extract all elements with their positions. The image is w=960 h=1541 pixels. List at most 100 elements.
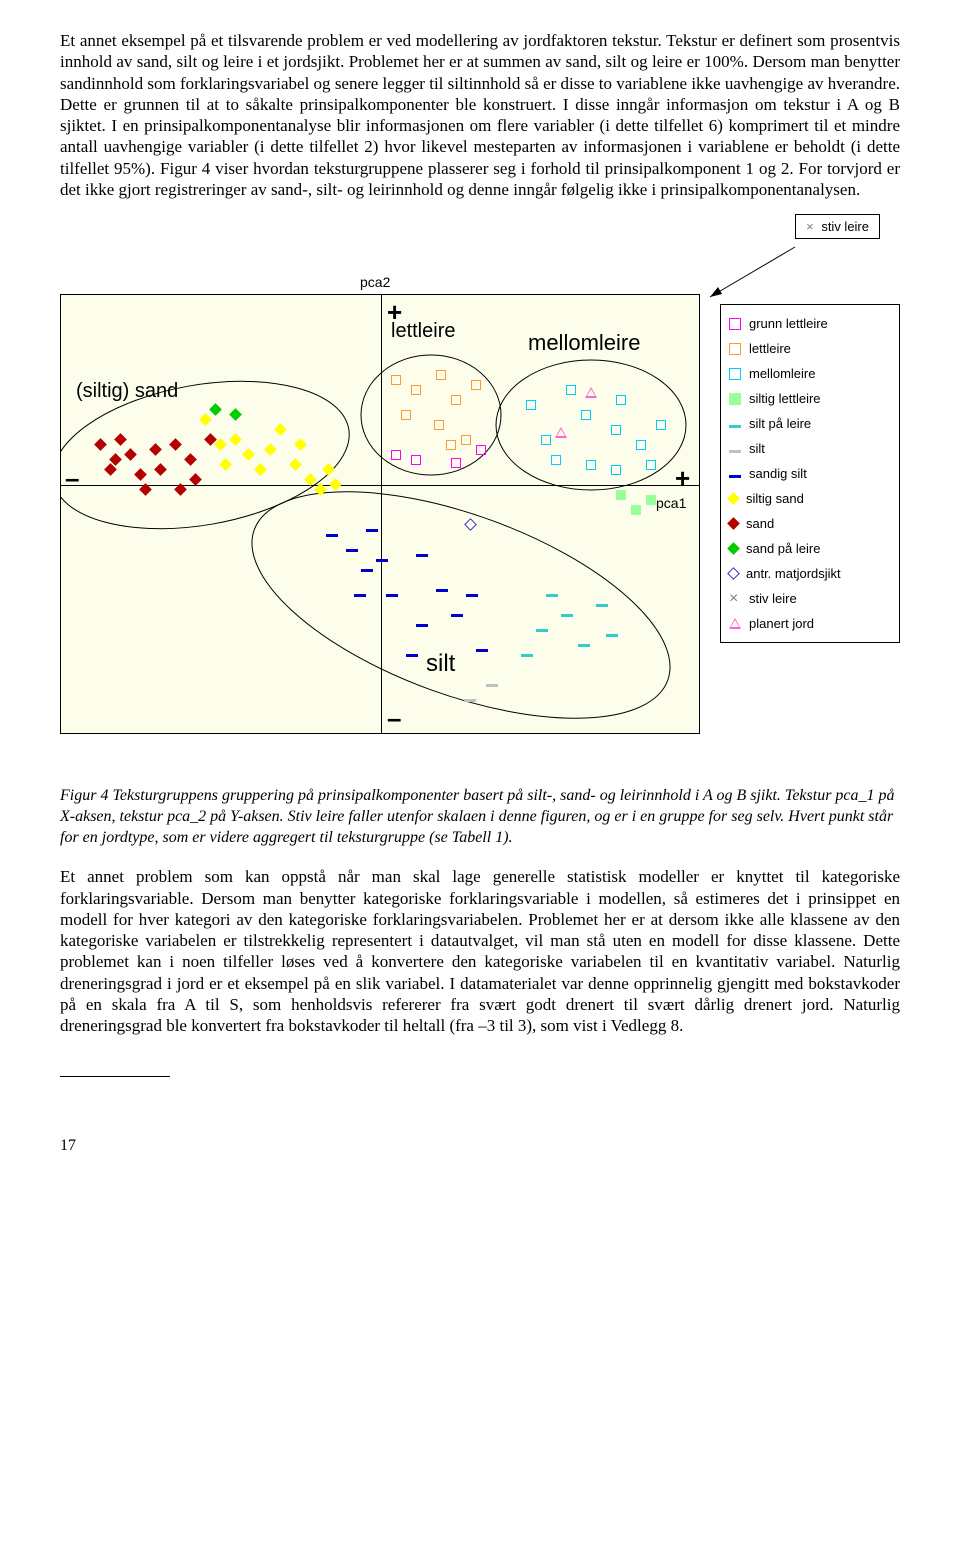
legend-item: mellomleire [729,361,891,386]
data-point [411,385,421,395]
data-point [551,455,561,465]
legend-label: silt på leire [749,416,811,431]
data-point [521,654,533,657]
data-point [401,410,411,420]
legend-swatch [729,368,741,380]
legend-swatch [727,517,740,530]
legend-swatch [729,450,741,453]
legend-label: stiv leire [749,591,797,606]
data-point [586,460,596,470]
data-point [486,684,498,687]
legend-item: siltig lettleire [729,386,891,411]
scatter-plot: + – + – pca1 (siltig) sand lettleire mel… [60,294,700,734]
data-point [391,450,401,460]
callout-stiv-leire: × stiv leire [795,214,880,239]
legend-swatch [729,425,741,428]
legend-item: sand [729,511,891,536]
data-point [616,490,626,500]
callout-arrow [700,242,800,302]
legend-item: siltig sand [729,486,891,511]
group-label-sand: (siltig) sand [76,380,178,403]
data-point [466,594,478,597]
data-point [326,534,338,537]
data-point [434,420,444,430]
legend-item: sandig silt [729,461,891,486]
data-point [546,594,558,597]
legend-item: sand på leire [729,536,891,561]
footnote-rule [60,1076,170,1077]
legend-label: antr. matjordsjikt [746,566,841,581]
data-point [451,614,463,617]
data-point [636,440,646,450]
data-point [566,385,576,395]
data-point [631,505,641,515]
legend-label: mellomleire [749,366,815,381]
paragraph-1: Et annet eksempel på et tilsvarende prob… [60,30,900,200]
legend-item: silt på leire [729,411,891,436]
legend-label: lettleire [749,341,791,356]
data-point [416,624,428,627]
data-point [611,425,621,435]
axis-label-pca2: pca2 [360,274,390,290]
data-point [391,375,401,385]
legend-label: siltig lettleire [749,391,821,406]
paragraph-2: Et annet problem som kan oppstå når man … [60,866,900,1036]
group-label-mellomleire: mellomleire [528,330,640,356]
legend: grunn lettleire lettleire mellomleire silti… [720,304,900,643]
data-point [376,559,388,562]
data-point [346,549,358,552]
data-point [406,654,418,657]
data-point [411,455,421,465]
data-point [581,410,591,420]
data-point [354,594,366,597]
data-point [646,460,656,470]
legend-item: lettleire [729,336,891,361]
data-point [561,614,573,617]
legend-swatch [729,318,741,330]
legend-label: sandig silt [749,466,807,481]
legend-label: planert jord [749,616,814,631]
data-point [476,649,488,652]
legend-swatch [729,475,741,478]
legend-item: × stiv leire [729,586,891,611]
data-point [461,435,471,445]
legend-item: planert jord [729,611,891,636]
data-point [526,400,536,410]
data-point [476,445,486,455]
legend-swatch [729,343,741,355]
figure-4: × stiv leire pca2 + – + – pca1 (siltig) … [60,214,900,774]
legend-label: silt [749,441,765,456]
data-point [536,629,548,632]
data-point [578,644,590,647]
legend-label: siltig sand [746,491,804,506]
legend-item: grunn lettleire [729,311,891,336]
legend-item: antr. matjordsjikt [729,561,891,586]
legend-label: grunn lettleire [749,316,828,331]
data-point [436,589,448,592]
legend-swatch: × [729,593,741,605]
group-label-silt: silt [426,650,455,678]
data-point [451,458,461,468]
group-label-lettleire: lettleire [391,320,455,343]
data-point [606,634,618,637]
data-point [616,395,626,405]
legend-swatch [729,393,741,405]
legend-swatch [727,492,740,505]
data-point [451,395,461,405]
data-point [471,380,481,390]
legend-label: sand [746,516,774,531]
data-point [366,529,378,532]
data-point [596,604,608,607]
callout-label: stiv leire [821,219,869,234]
data-point [541,435,551,445]
page-number: 17 [60,1137,900,1155]
legend-swatch [729,618,741,629]
data-point [416,554,428,557]
data-point [656,420,666,430]
data-point [464,699,476,702]
data-point [361,569,373,572]
legend-item: silt [729,436,891,461]
data-point [436,370,446,380]
data-point [611,465,621,475]
group-ellipses [61,295,701,735]
